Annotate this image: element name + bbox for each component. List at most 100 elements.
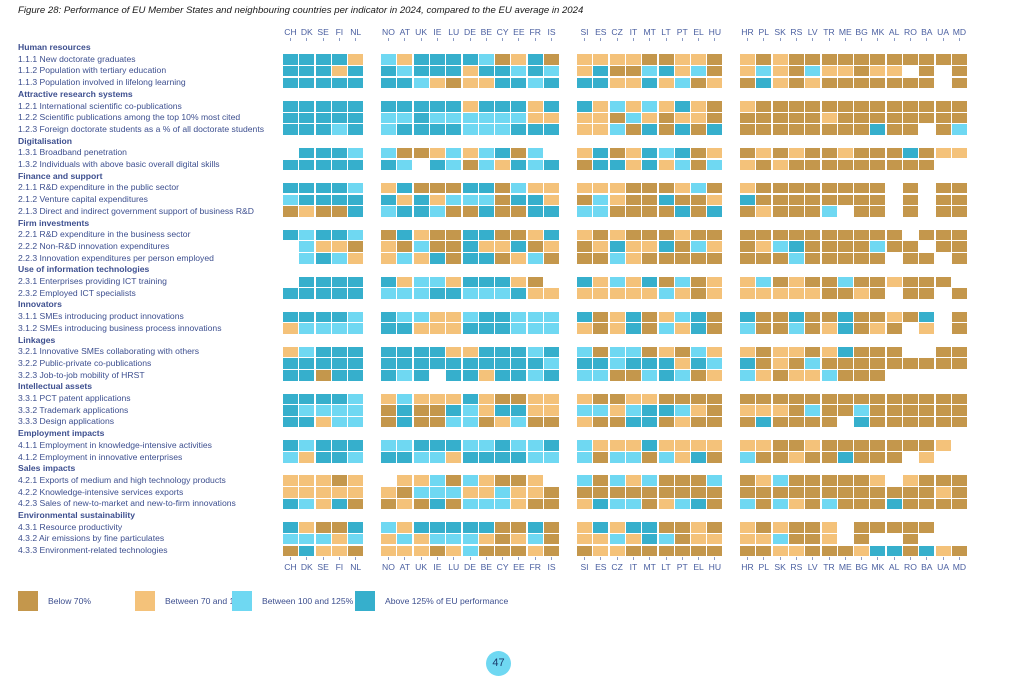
heatmap-cell: [283, 206, 298, 217]
heatmap-cell: [299, 112, 315, 124]
heatmap-cell: [331, 253, 347, 264]
heatmap-cell: [903, 241, 918, 252]
heatmap-cell: [397, 147, 413, 159]
heatmap-cell: [283, 416, 298, 428]
heatmap-cell: [772, 101, 788, 112]
heatmap-cell: [707, 440, 723, 451]
heatmap-cell: [805, 77, 821, 89]
heatmap-cell: [331, 416, 347, 428]
heatmap-cell: [821, 77, 837, 89]
heatmap-cell: [609, 288, 625, 299]
heatmap-cell: [707, 288, 723, 299]
heatmap-cell: [527, 253, 543, 264]
heatmap-cell: [837, 323, 853, 334]
heatmap-cell: [446, 475, 462, 486]
heatmap-cell: [740, 487, 755, 498]
heatmap-cell: [707, 498, 723, 510]
country-label-bottom: IS: [547, 562, 556, 572]
heatmap-cell: [674, 393, 690, 405]
tick-mark: [420, 38, 422, 41]
tick-mark: [665, 38, 667, 41]
heatmap-cell: [837, 112, 853, 124]
indicator-label: 4.2.2 Knowledge-intensive services expor…: [18, 486, 184, 497]
heatmap-cell: [658, 522, 674, 533]
heatmap-cell: [870, 253, 886, 264]
heatmap-cell: [511, 54, 527, 65]
heatmap-cell: [642, 288, 658, 299]
heatmap-cell: [429, 393, 445, 405]
heatmap-cell: [951, 206, 967, 217]
legend-label: Between 100 and 125%: [262, 596, 354, 606]
heatmap-cell: [299, 54, 315, 65]
heatmap-cell: [593, 545, 609, 557]
heatmap-cell: [609, 323, 625, 334]
heatmap-cell: [951, 147, 967, 159]
heatmap-cell: [837, 253, 853, 264]
heatmap-cell: [756, 276, 772, 288]
indicator-label: 2.1.3 Direct and indirect government sup…: [18, 205, 254, 216]
tick-mark: [861, 38, 863, 41]
heatmap-cell: [495, 498, 511, 510]
heatmap-cell: [707, 475, 723, 486]
heatmap-cell: [413, 229, 429, 241]
heatmap-cell: [609, 147, 625, 159]
heatmap-cell: [348, 533, 364, 545]
heatmap-cell: [707, 522, 723, 533]
heatmap-cell: [527, 159, 543, 171]
heatmap-cell: [772, 475, 788, 486]
heatmap-cell: [903, 276, 918, 288]
heatmap-cell: [381, 323, 396, 334]
tick-mark: [747, 557, 748, 560]
heatmap-cell: [495, 311, 511, 323]
heatmap-cell: [511, 405, 527, 416]
heatmap-cell: [397, 241, 413, 252]
heatmap-cell: [446, 440, 462, 451]
heatmap-cell: [511, 112, 527, 124]
heatmap-cell: [397, 346, 413, 358]
heatmap-cell: [462, 545, 478, 557]
heatmap-cell: [740, 194, 755, 206]
heatmap-cell: [527, 65, 543, 77]
indicator-label: 2.3.1 Enterprises providing ICT training: [18, 276, 167, 286]
heatmap-cell: [788, 416, 804, 428]
heatmap-cell: [854, 54, 870, 65]
heatmap-cell: [625, 65, 641, 77]
heatmap-cell: [642, 159, 658, 171]
tick-mark: [404, 557, 406, 560]
heatmap-cell: [951, 101, 967, 112]
heatmap-cell: [707, 54, 723, 65]
heatmap-cell: [495, 405, 511, 416]
tick-mark: [355, 557, 357, 560]
heatmap-cell: [870, 545, 886, 557]
heatmap-cell: [625, 101, 641, 112]
heatmap-cell: [674, 229, 690, 241]
heatmap-cell: [740, 533, 755, 545]
heatmap-cell: [577, 159, 592, 171]
heatmap-cell: [331, 358, 347, 369]
heatmap-cell: [381, 101, 396, 112]
heatmap-cell: [544, 65, 559, 77]
heatmap-cell: [821, 370, 837, 381]
heatmap-cell: [495, 229, 511, 241]
heatmap-cell: [609, 241, 625, 252]
heatmap-cell: [299, 452, 315, 463]
heatmap-cell: [527, 54, 543, 65]
heatmap-cell: [429, 440, 445, 451]
heatmap-cell: [837, 77, 853, 89]
heatmap-cell: [886, 440, 902, 451]
heatmap-cell: [870, 393, 886, 405]
heatmap-cell: [511, 241, 527, 252]
heatmap-cell: [951, 346, 967, 358]
heatmap-cell: [315, 54, 331, 65]
heatmap-cell: [429, 54, 445, 65]
heatmap-cell: [935, 194, 951, 206]
heatmap-cell: [609, 253, 625, 264]
heatmap-cell: [805, 533, 821, 545]
heatmap-cell: [348, 311, 364, 323]
country-label-bottom: PL: [758, 562, 770, 572]
heatmap-cell: [544, 323, 559, 334]
heatmap-cell: [821, 393, 837, 405]
heatmap-cell: [805, 253, 821, 264]
country-label-top: BE: [480, 27, 493, 37]
heatmap-cell: [348, 276, 364, 288]
